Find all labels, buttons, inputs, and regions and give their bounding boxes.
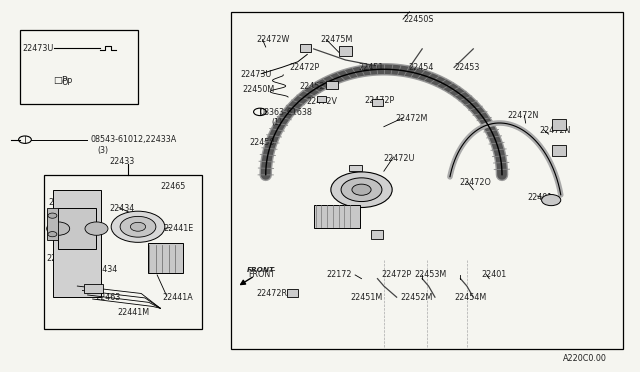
Text: 22434: 22434 (109, 204, 134, 213)
Bar (326, 81, 338, 89)
Text: 22441M: 22441M (118, 308, 150, 317)
Text: 22172: 22172 (326, 270, 352, 279)
Text: 22451M: 22451M (351, 293, 383, 302)
Circle shape (48, 232, 57, 237)
Text: 22475M: 22475M (320, 35, 353, 44)
Circle shape (131, 222, 146, 231)
Bar (552, 119, 566, 131)
Circle shape (85, 222, 108, 235)
Bar (148, 243, 182, 273)
Text: 08543-61012,22433A: 08543-61012,22433A (90, 135, 177, 144)
Bar (47, 208, 58, 240)
Text: FRONT: FRONT (246, 267, 275, 273)
Text: 22450S: 22450S (403, 15, 433, 24)
Circle shape (341, 178, 382, 202)
Text: 22453M: 22453M (415, 270, 447, 279)
Text: 22450M: 22450M (242, 85, 275, 94)
Bar (20, 31, 138, 105)
Text: A220C0.00: A220C0.00 (563, 354, 607, 363)
Text: 22472P: 22472P (289, 63, 319, 72)
Bar (230, 12, 623, 349)
Text: 08363-61638: 08363-61638 (260, 108, 313, 117)
Circle shape (111, 211, 165, 242)
Bar (314, 205, 360, 228)
Circle shape (120, 217, 156, 237)
Text: 22472P: 22472P (365, 96, 395, 105)
Text: 22441E: 22441E (164, 224, 194, 233)
Text: 22472V: 22472V (306, 97, 337, 106)
Bar (349, 164, 362, 171)
Text: 22401: 22401 (481, 270, 506, 279)
Text: 22472N: 22472N (539, 126, 570, 135)
Text: 22463: 22463 (95, 293, 120, 302)
Text: (1): (1) (271, 118, 283, 127)
Circle shape (48, 213, 57, 218)
Bar (300, 44, 311, 52)
Text: 22472O: 22472O (460, 178, 491, 187)
Bar (339, 46, 352, 55)
Text: 22473U: 22473U (240, 70, 271, 79)
Text: 22453: 22453 (454, 63, 479, 72)
Circle shape (331, 172, 392, 208)
Bar (84, 284, 103, 294)
Text: 22452M: 22452M (401, 293, 433, 302)
Text: 22473U: 22473U (22, 44, 54, 53)
Text: 22454M: 22454M (454, 293, 486, 302)
Text: 22433: 22433 (109, 157, 134, 166)
Bar (53, 190, 101, 297)
Text: 22472P: 22472P (381, 270, 412, 279)
Text: 22472R: 22472R (256, 289, 287, 298)
Text: 22451: 22451 (358, 63, 384, 72)
Text: 22454: 22454 (408, 63, 433, 72)
Bar (371, 231, 383, 238)
Text: 22472W: 22472W (256, 35, 289, 44)
Text: 22401: 22401 (527, 193, 553, 202)
Text: 22441A: 22441A (163, 293, 193, 302)
Text: 22434: 22434 (92, 265, 117, 274)
Text: 22472N: 22472N (507, 111, 538, 120)
Text: 22472M: 22472M (396, 114, 428, 123)
Bar (317, 96, 326, 102)
Text: 22460A: 22460A (49, 198, 79, 207)
Text: 22452: 22452 (300, 82, 325, 91)
Text: 22441: 22441 (47, 254, 72, 263)
Circle shape (352, 184, 371, 195)
Text: 22450: 22450 (250, 138, 275, 147)
Text: 22472U: 22472U (384, 154, 415, 163)
Bar (287, 289, 298, 297)
Bar (44, 175, 202, 329)
Text: □P: □P (53, 76, 68, 85)
Text: 22465: 22465 (161, 182, 186, 190)
Bar (552, 145, 566, 156)
Text: (3): (3) (98, 145, 109, 154)
Circle shape (541, 195, 561, 206)
Bar (58, 208, 97, 249)
Circle shape (47, 222, 70, 235)
Text: FRONT: FRONT (248, 270, 275, 279)
Bar (372, 99, 383, 106)
Text: OP: OP (61, 78, 72, 87)
